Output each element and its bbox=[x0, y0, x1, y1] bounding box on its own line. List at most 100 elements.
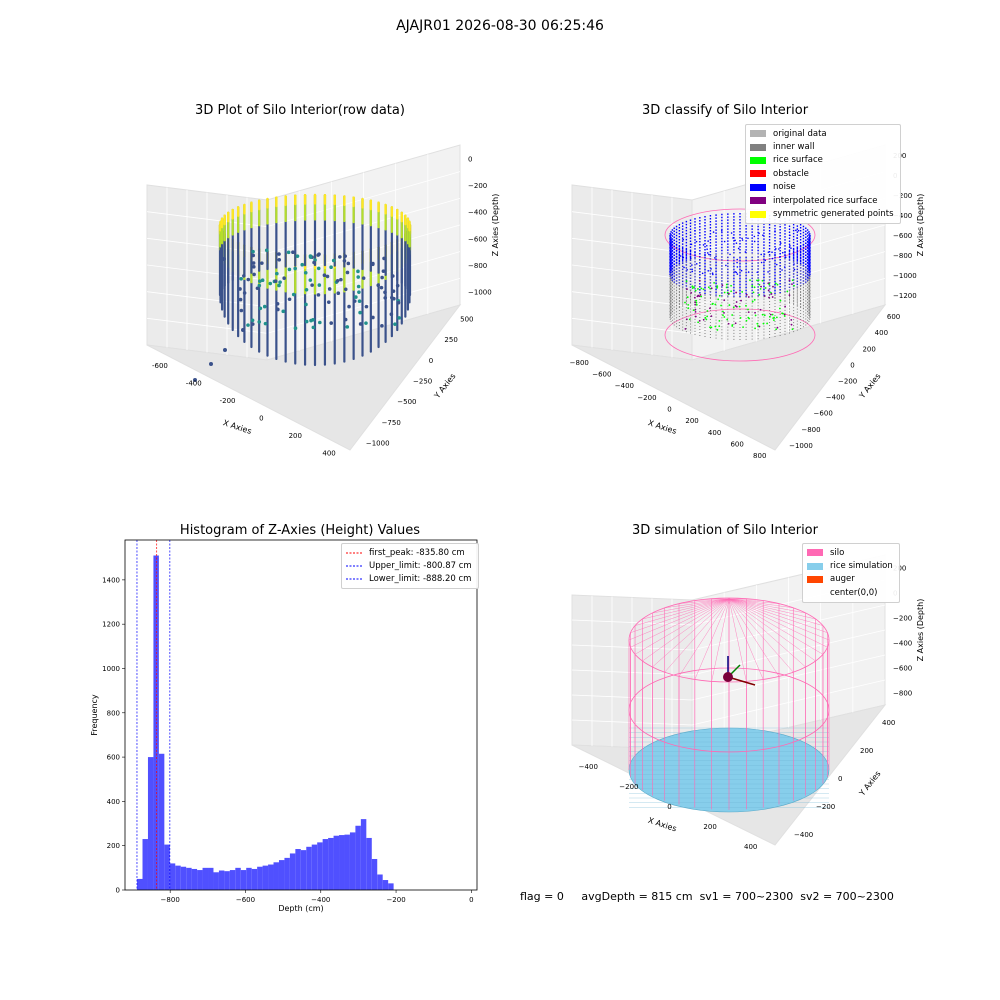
p2-point bbox=[730, 290, 733, 293]
p4-silo-roof bbox=[728, 598, 780, 604]
p1-point bbox=[310, 283, 314, 287]
p2-ztick: −1200 bbox=[893, 292, 917, 300]
p2-zlabel: Z Axies (Depth) bbox=[916, 194, 925, 257]
p2-point bbox=[758, 283, 761, 286]
histogram-ytick: 400 bbox=[107, 798, 120, 806]
p2-point bbox=[738, 305, 741, 308]
panel4-title: 3D simulation of Silo Interior bbox=[632, 523, 818, 538]
p1-point bbox=[346, 261, 351, 266]
panel4-3d-plot: −400−20002004004002000−200−4002000−200−4… bbox=[571, 554, 925, 851]
p2-ytick: −1000 bbox=[789, 442, 813, 450]
p2-point bbox=[783, 315, 786, 317]
p2-noise bbox=[725, 264, 727, 267]
p2-noise bbox=[712, 231, 715, 233]
histogram-bar bbox=[147, 757, 154, 890]
p1-point bbox=[383, 296, 388, 300]
p4-silo-roof bbox=[652, 598, 730, 668]
p2-point bbox=[751, 300, 754, 303]
p1-xlabel: X Axies bbox=[222, 418, 253, 436]
histogram-bar bbox=[251, 868, 258, 890]
p2-noise bbox=[691, 268, 693, 271]
panel1-title: 3D Plot of Silo Interior(row data) bbox=[195, 103, 405, 118]
p1-point bbox=[358, 322, 363, 326]
p1-point bbox=[275, 301, 280, 306]
p2-ylabel: Y Axies bbox=[857, 372, 883, 401]
p2-point bbox=[791, 283, 793, 286]
histogram-bar bbox=[388, 883, 394, 890]
p1-outlier bbox=[193, 378, 197, 382]
legend-entry-center: center(0,0) bbox=[830, 587, 878, 598]
p4-silo-roof bbox=[652, 598, 730, 614]
p2-point bbox=[762, 322, 765, 325]
p4-ztick: −600 bbox=[893, 665, 912, 673]
p1-point bbox=[300, 262, 305, 267]
p2-point bbox=[761, 313, 764, 316]
p2-point bbox=[718, 325, 721, 328]
p2-point bbox=[714, 303, 717, 306]
p1-xtick: -200 bbox=[220, 397, 236, 405]
p2-noise bbox=[789, 234, 791, 237]
p1-point bbox=[331, 258, 336, 263]
p2-noise bbox=[723, 240, 726, 243]
histogram-bar bbox=[382, 880, 389, 890]
p2-xtick: 800 bbox=[753, 452, 766, 460]
p2-point bbox=[702, 288, 705, 291]
figure-title: AJAJR01 2026-08-30 06:25:46 bbox=[396, 18, 604, 34]
p1-point bbox=[275, 307, 280, 311]
p2-point bbox=[735, 291, 738, 294]
p2-point bbox=[700, 287, 703, 290]
p4-xlabel: X Axies bbox=[647, 816, 678, 834]
histogram-bar bbox=[257, 866, 263, 890]
p2-point bbox=[693, 296, 696, 299]
p2-point bbox=[691, 285, 694, 288]
histogram-bar bbox=[169, 863, 176, 890]
histogram-bar bbox=[306, 846, 312, 890]
histogram-bar bbox=[295, 849, 301, 890]
p1-point bbox=[364, 304, 369, 309]
p4-silo-roof bbox=[678, 598, 730, 604]
p2-point bbox=[775, 316, 778, 319]
p2-point bbox=[760, 285, 762, 288]
histogram-bar bbox=[339, 835, 345, 890]
p2-noise bbox=[747, 237, 749, 240]
p2-point bbox=[739, 317, 742, 319]
p4-xtick: 200 bbox=[703, 823, 716, 831]
p2-noise bbox=[713, 257, 716, 259]
p4-silo-roof bbox=[634, 598, 730, 655]
p2-noise bbox=[753, 235, 756, 238]
legend-entry-first-peak: first_peak: -835.80 cm bbox=[346, 547, 465, 558]
p1-point bbox=[343, 254, 347, 258]
histogram-bar bbox=[175, 865, 181, 890]
p2-ytick: −800 bbox=[801, 426, 820, 434]
p4-silo-roof bbox=[728, 598, 747, 682]
histogram-bar bbox=[333, 835, 340, 890]
p2-noise bbox=[729, 253, 731, 256]
p2-point bbox=[753, 298, 756, 301]
p1-point bbox=[316, 266, 321, 271]
p4-silo-roof bbox=[642, 598, 730, 620]
p4-ylabel: Y Axies bbox=[857, 769, 883, 798]
p2-point bbox=[732, 306, 735, 309]
legend-entry-lower: Lower_limit: -888.20 cm bbox=[346, 574, 472, 585]
p2-noise bbox=[705, 244, 708, 247]
histogram-xtick: −800 bbox=[161, 896, 180, 904]
p1-point bbox=[273, 279, 278, 284]
p2-noise bbox=[695, 240, 698, 243]
p4-silo-roof bbox=[728, 598, 828, 648]
p1-point bbox=[327, 287, 332, 291]
p1-point bbox=[354, 295, 358, 299]
p1-point bbox=[246, 277, 251, 282]
p2-noise bbox=[695, 263, 698, 265]
histogram-bar bbox=[240, 870, 247, 890]
p2-point bbox=[747, 311, 750, 313]
p2-noise bbox=[707, 240, 709, 242]
p2-point bbox=[742, 326, 744, 329]
p2-point bbox=[772, 317, 775, 320]
p1-point bbox=[239, 276, 243, 281]
p2-point bbox=[716, 285, 719, 288]
p2-ytick: 0 bbox=[850, 361, 854, 369]
p2-point bbox=[757, 325, 759, 327]
p2-point bbox=[747, 308, 749, 311]
p2-noise bbox=[774, 230, 776, 232]
p1-point bbox=[335, 278, 340, 283]
